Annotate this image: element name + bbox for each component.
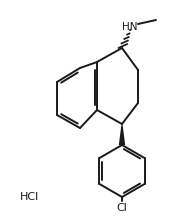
- Text: Cl: Cl: [117, 203, 127, 213]
- Text: HN: HN: [122, 22, 138, 32]
- Polygon shape: [119, 124, 125, 145]
- Text: HCl: HCl: [20, 192, 39, 202]
